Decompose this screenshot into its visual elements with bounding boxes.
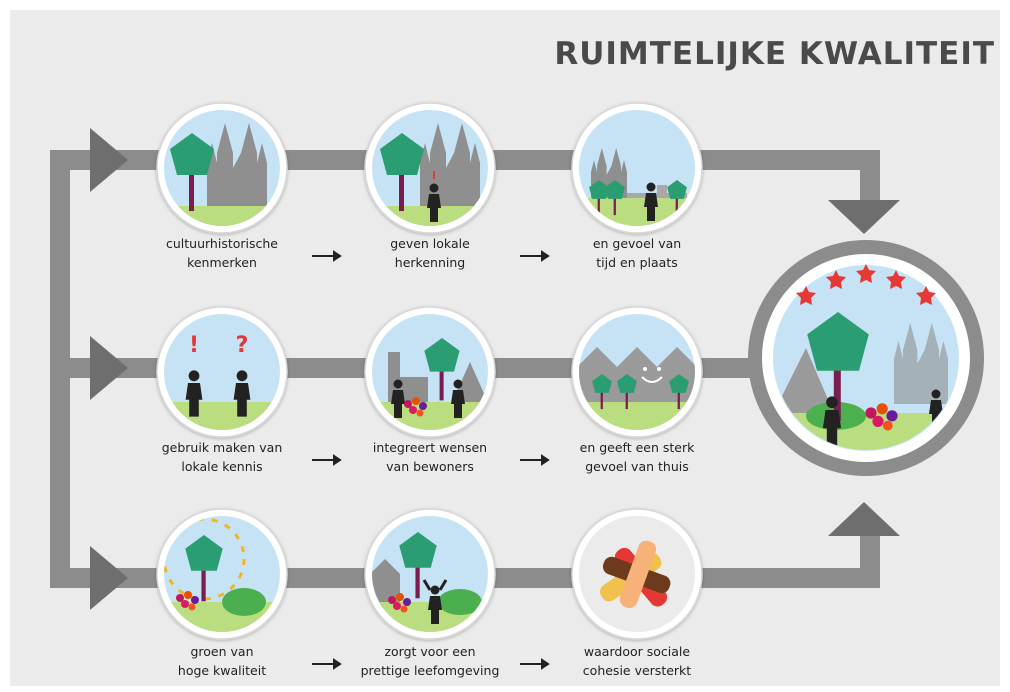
node-label: herkenning <box>395 255 465 270</box>
node-label: waardoor sociale <box>584 644 690 659</box>
node-label: van bewoners <box>386 459 474 474</box>
scene-green <box>157 509 287 639</box>
infographic: RUIMTELIJKE KWALITEIT !? cultuurhistoris… <box>0 0 1010 692</box>
scene-local-knowledge: !? <box>157 307 287 437</box>
scene-residents <box>365 307 495 437</box>
node-label: hoge kwaliteit <box>178 663 266 678</box>
scene-cohesion <box>572 509 702 639</box>
scene-home <box>572 307 702 437</box>
node-label: zorgt voor een <box>384 644 475 659</box>
node-label: integreert wensen <box>373 440 487 455</box>
node-label: cohesie versterkt <box>583 663 691 678</box>
node-label: en geeft een sterk <box>580 440 695 455</box>
result-circle <box>748 240 984 476</box>
title: RUIMTELIJKE KWALITEIT <box>554 36 995 72</box>
node-label: kenmerken <box>187 255 257 270</box>
node-label: lokale kennis <box>181 459 262 474</box>
node-label: cultuurhistorische <box>166 236 278 251</box>
scene-living <box>365 509 495 639</box>
node-label: tijd en plaats <box>596 255 677 270</box>
node-label: prettige leefomgeving <box>361 663 500 678</box>
node-label: gebruik maken van <box>162 440 283 455</box>
scene-recognition <box>365 103 495 233</box>
svg-text:?: ? <box>236 333 249 358</box>
node-label: geven lokale <box>390 236 470 251</box>
node-label: gevoel van thuis <box>585 459 689 474</box>
node-label: groen van <box>190 644 253 659</box>
scene-heritage <box>157 103 287 233</box>
node-label: en gevoel van <box>593 236 681 251</box>
scene-time-place <box>572 103 702 233</box>
svg-text:!: ! <box>189 333 199 358</box>
